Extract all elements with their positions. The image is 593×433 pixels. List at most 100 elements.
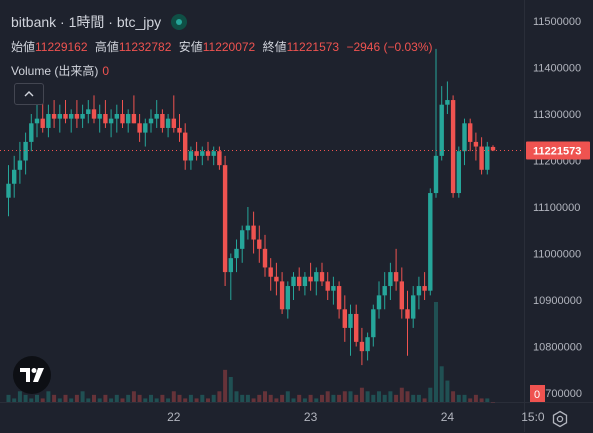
candle-body: [399, 281, 404, 310]
volume-bar: [160, 394, 165, 402]
candle-body: [433, 155, 439, 194]
candle-body: [331, 286, 336, 291]
volume-bar: [251, 398, 256, 402]
candle-body: [143, 123, 148, 133]
candle-body: [29, 123, 34, 142]
volume-bar: [491, 402, 495, 403]
candle-body: [23, 141, 28, 161]
volume-bar: [211, 394, 216, 402]
candle-body: [234, 248, 239, 259]
candle-body: [114, 114, 119, 119]
x-tick-label: 15:0: [521, 410, 545, 424]
volume-bar: [29, 398, 34, 402]
volume-bar: [143, 398, 148, 402]
volume-bar: [365, 391, 370, 402]
candle-body: [468, 123, 473, 142]
volume-bar: [405, 391, 410, 402]
settings-gear-icon[interactable]: [551, 410, 569, 428]
volume-value-badge: [530, 385, 545, 402]
candle-body: [342, 309, 347, 328]
volume-bar: [451, 391, 456, 402]
volume-bar: [268, 394, 273, 402]
volume-bar: [149, 394, 153, 402]
candle-body: [80, 114, 85, 119]
volume-bar: [200, 394, 205, 402]
y-tick-label: 11400000: [533, 63, 581, 75]
candle-body: [108, 118, 114, 124]
candle-body: [34, 118, 40, 124]
candle-body: [200, 151, 205, 156]
candle-body: [325, 281, 330, 291]
change-value: −2946 (−0.03%): [346, 40, 433, 54]
volume-bar: [314, 398, 319, 402]
volume-bar: [57, 398, 62, 402]
volume-bar: [74, 394, 79, 402]
volume-bar: [377, 391, 381, 402]
candle-body: [445, 100, 450, 105]
candle-body: [240, 230, 245, 249]
chevron-up-icon: [24, 91, 34, 97]
candle-body: [439, 104, 444, 156]
volume-bar: [86, 398, 91, 402]
candle-body: [274, 276, 279, 282]
volume-bar: [171, 391, 176, 402]
volume-bar: [23, 394, 28, 402]
volume-bar: [166, 398, 171, 402]
volume-bar: [245, 394, 250, 402]
symbol-title[interactable]: bitbank · 1時間 · btc_jpy: [11, 14, 162, 30]
volume-bar: [63, 394, 68, 402]
candle-body: [222, 165, 228, 273]
tradingview-logo-icon[interactable]: [13, 356, 51, 394]
candle-body: [183, 132, 188, 161]
candle-body: [297, 276, 302, 287]
volume-bar: [371, 394, 376, 402]
volume-bar: [120, 398, 125, 402]
low-value: 11220072: [202, 40, 256, 54]
volume-bar: [103, 394, 108, 402]
candle-body: [160, 114, 165, 128]
volume-bar: [462, 394, 467, 402]
candle-body: [205, 151, 211, 156]
volume-bar: [354, 394, 359, 402]
collapse-legend-button[interactable]: [14, 83, 44, 105]
candle-body: [262, 248, 268, 268]
candle-body: [228, 258, 233, 273]
candle-body: [245, 225, 251, 231]
candle-body: [91, 109, 97, 119]
candle-body: [416, 286, 422, 296]
volume-legend[interactable]: Volume (出来高) 0: [11, 62, 109, 79]
market-status-icon[interactable]: [171, 14, 188, 30]
volume-bar: [348, 391, 353, 402]
candle-body: [51, 114, 57, 119]
volume-bar: [109, 398, 114, 402]
volume-bar: [137, 394, 142, 402]
candle-body: [97, 114, 102, 119]
candle-body: [46, 114, 51, 128]
candle-body: [103, 114, 108, 124]
y-tick-label: 10800000: [533, 342, 582, 354]
candle-body: [302, 276, 308, 287]
candle-body: [485, 146, 490, 170]
volume-bar: [12, 398, 17, 402]
volume-bar: [263, 391, 267, 402]
y-tick-label: 11000000: [533, 249, 581, 261]
x-tick-label: 22: [167, 410, 181, 424]
volume-bar: [223, 369, 228, 402]
volume-bar: [325, 391, 330, 402]
candle-body: [393, 272, 399, 282]
volume-bar: [297, 394, 302, 402]
candle-body: [422, 286, 427, 291]
candle-body: [131, 114, 137, 124]
candle-body: [194, 151, 199, 156]
volume-bar: [188, 394, 193, 402]
volume-bar: [434, 302, 438, 402]
candle-body: [319, 272, 325, 282]
volume-bar: [114, 394, 119, 402]
candle-body: [86, 109, 91, 114]
candle-body: [12, 169, 17, 184]
volume-bar: [126, 394, 131, 402]
volume-bar: [337, 394, 342, 402]
candle-body: [268, 267, 273, 277]
volume-bar: [422, 398, 427, 402]
